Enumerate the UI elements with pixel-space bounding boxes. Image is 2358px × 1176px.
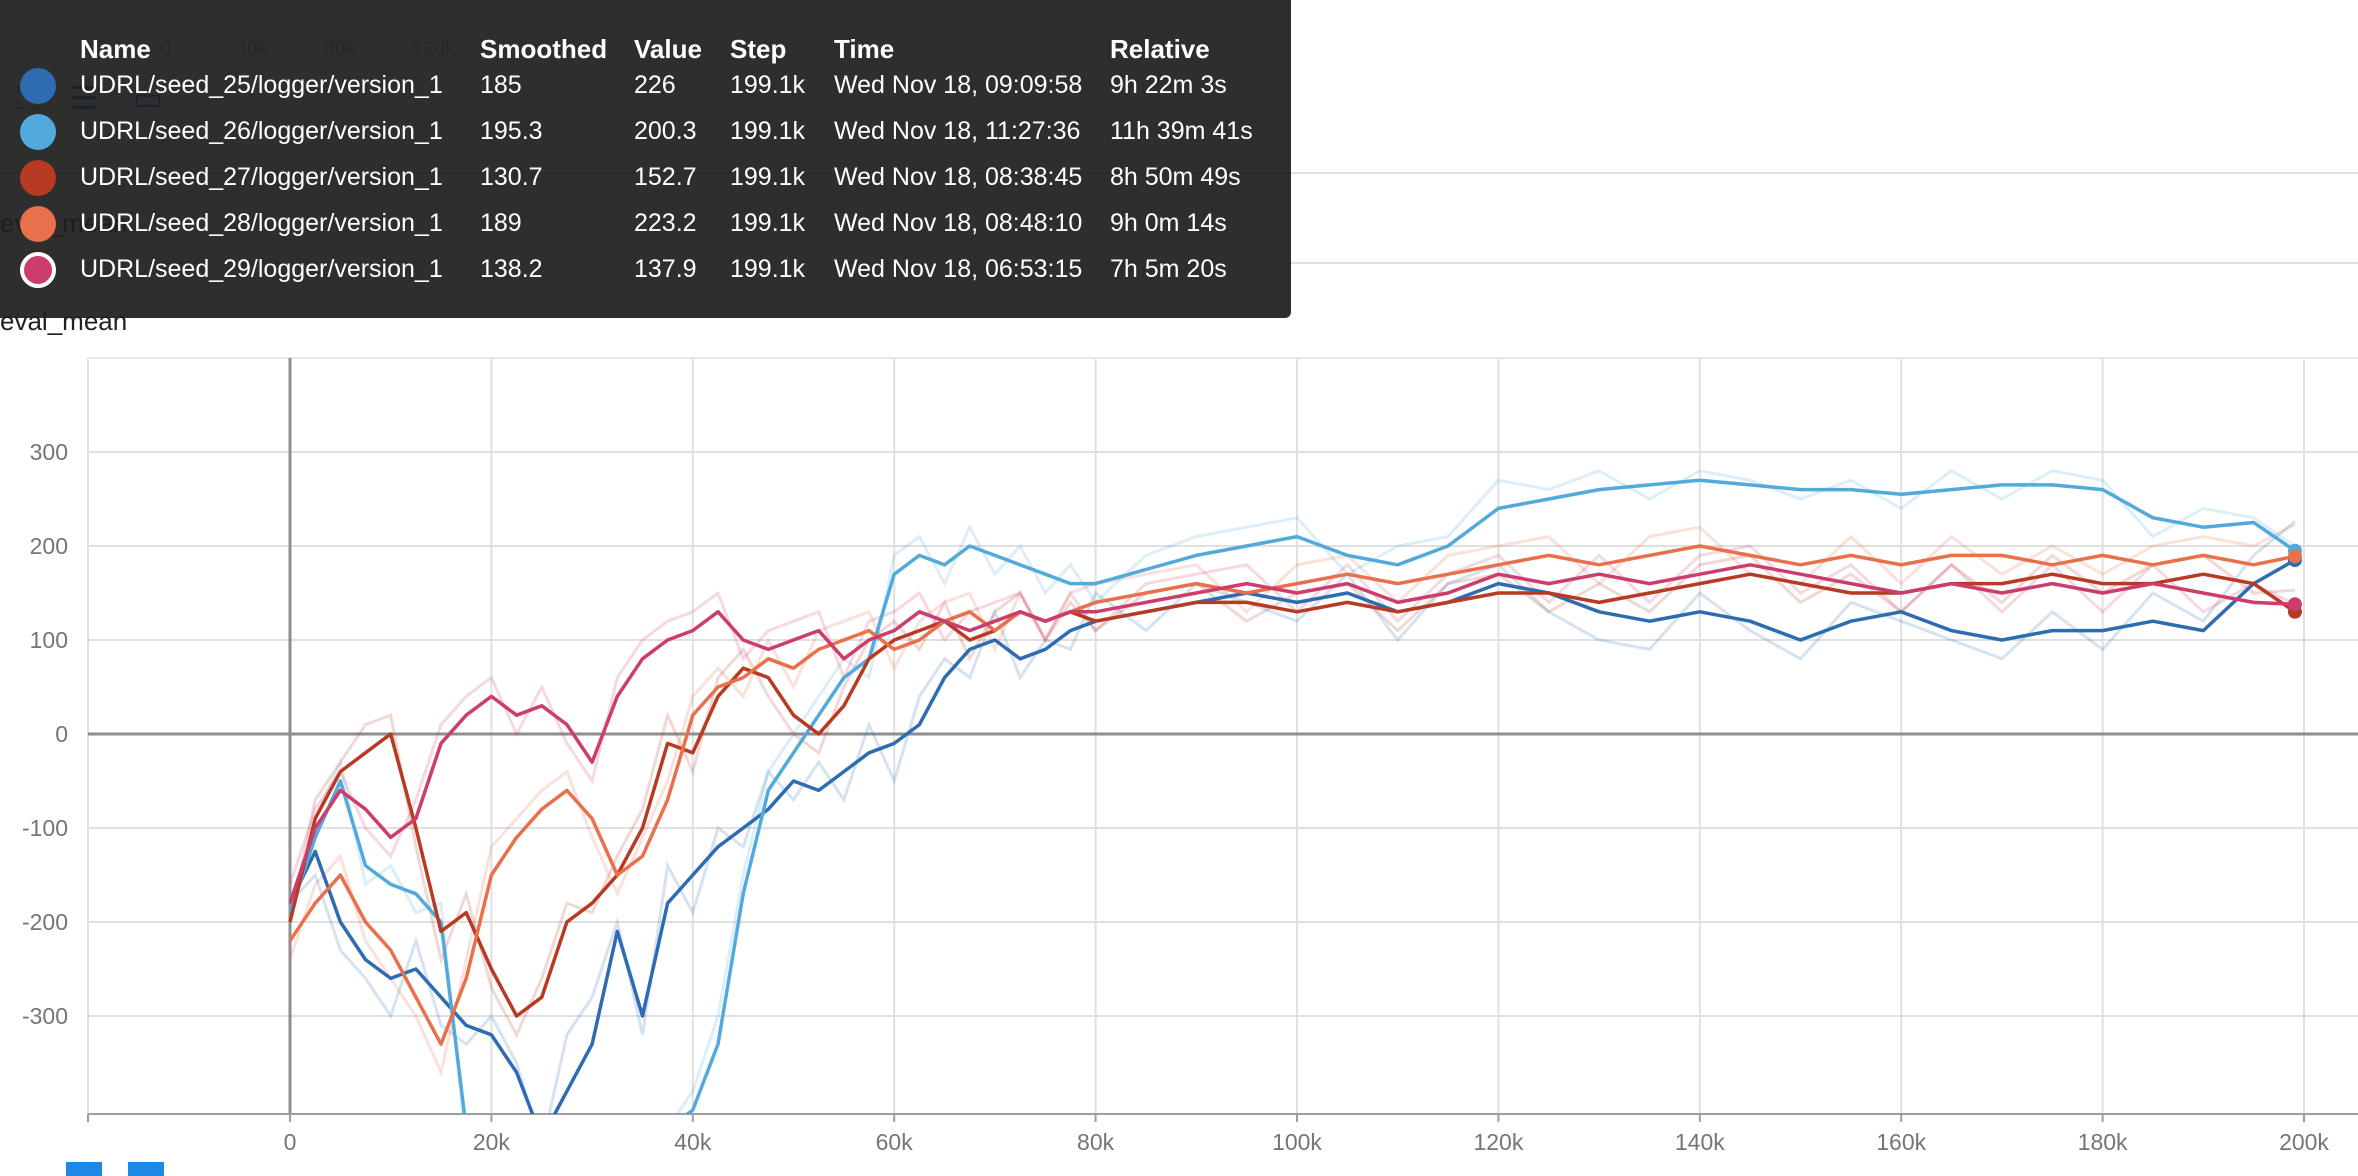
tooltip-step: 199.1k — [730, 255, 806, 283]
tooltip-header-step: Step — [730, 34, 787, 64]
tooltip-step: 199.1k — [730, 71, 806, 99]
series-end-marker — [2287, 549, 2302, 564]
tooltip-time: Wed Nov 18, 09:09:58 — [834, 71, 1083, 99]
tooltip-value: 223.2 — [634, 209, 697, 237]
raw-series-line — [288, 469, 2296, 1114]
tooltip-name: UDRL/seed_25/logger/version_1 — [80, 71, 443, 99]
x-tick-label: 0 — [284, 1129, 297, 1155]
series-line — [288, 558, 2296, 1114]
tooltip-value: 152.7 — [634, 163, 697, 191]
tooltip-value: 137.9 — [634, 255, 697, 283]
tooltip-value: 200.3 — [634, 117, 697, 145]
y-tick-label: 300 — [30, 439, 68, 465]
tooltip-step: 199.1k — [730, 117, 806, 145]
x-tick-label: 140k — [1675, 1129, 1725, 1155]
series-line — [288, 478, 2296, 1114]
series-color-dot — [20, 206, 56, 242]
tooltip-header-relative: Relative — [1110, 34, 1210, 64]
y-tick-label: -300 — [22, 1003, 68, 1029]
tooltip-header-value: Value — [634, 34, 702, 64]
checkbox-icon[interactable] — [128, 1162, 164, 1176]
raw-series-line — [288, 544, 2296, 885]
tooltip-step: 199.1k — [730, 163, 806, 191]
tooltip-time: Wed Nov 18, 08:38:45 — [834, 163, 1083, 191]
tooltip-row: UDRL/seed_25/logger/version_1 185 226 199.1… — [0, 64, 1291, 110]
tooltip-time: Wed Nov 18, 08:48:10 — [834, 209, 1083, 237]
tooltip: Name Smoothed Value Step Time Relative U… — [0, 0, 1291, 318]
tooltip-row: UDRL/seed_28/logger/version_1 189 223.2 199… — [0, 202, 1291, 248]
checkbox-icon[interactable] — [66, 1162, 102, 1176]
raw-series-line — [288, 553, 2296, 1039]
y-tick-label: -100 — [22, 815, 68, 841]
tooltip-time: Wed Nov 18, 06:53:15 — [834, 255, 1083, 283]
tooltip-header-smoothed: Smoothed — [480, 34, 608, 64]
tooltip-relative: 9h 0m 14s — [1110, 209, 1227, 237]
y-tick-label: 200 — [30, 533, 68, 559]
y-tick-label: -200 — [22, 909, 68, 935]
series-line — [288, 563, 2295, 904]
tooltip-step: 199.1k — [730, 209, 806, 237]
x-tick-label: 200k — [2279, 1129, 2329, 1155]
tooltip-name: UDRL/seed_26/logger/version_1 — [80, 117, 443, 145]
plot-lines — [288, 469, 2296, 1114]
tooltip-smoothed: 185 — [480, 71, 522, 99]
x-tick-label: 20k — [473, 1129, 511, 1155]
tooltip-row: UDRL/seed_27/logger/version_1 130.7 152.7 1… — [0, 156, 1291, 202]
tooltip-smoothed: 138.2 — [480, 255, 543, 283]
tooltip-time: Wed Nov 18, 11:27:36 — [834, 117, 1081, 145]
x-tick-label: 180k — [2078, 1129, 2128, 1155]
x-tick-label: 60k — [876, 1129, 914, 1155]
tooltip-smoothed: 195.3 — [480, 117, 543, 145]
tooltip-header-time: Time — [834, 34, 895, 64]
y-tick-label: 100 — [30, 627, 68, 653]
tooltip-relative: 9h 22m 3s — [1110, 71, 1227, 99]
tooltip-name: UDRL/seed_28/logger/version_1 — [80, 209, 443, 237]
series-line — [288, 544, 2296, 1046]
tooltip-smoothed: 189 — [480, 209, 522, 237]
x-tick-label: 120k — [1473, 1129, 1523, 1155]
tooltip-relative: 7h 5m 20s — [1110, 255, 1227, 283]
chart-area[interactable]: 0 20k 40k 60k 80k 100k 120k 140k 160k 180k 200k -30… — [0, 340, 2358, 1176]
tooltip-name: UDRL/seed_29/logger/version_1 — [80, 255, 443, 283]
tooltip-name: UDRL/seed_27/logger/version_1 — [80, 163, 443, 191]
series-end-marker — [2287, 597, 2302, 612]
tooltip-row: UDRL/seed_29/logger/version_1 138.2 137.9 1… — [0, 248, 1291, 294]
y-tick-label: 0 — [55, 721, 68, 747]
tooltip-header-name: Name — [80, 34, 151, 64]
tooltip-relative: 8h 50m 49s — [1110, 163, 1241, 191]
raw-series-line — [288, 523, 2296, 1078]
tooltip-relative: 11h 39m 41s — [1110, 117, 1253, 145]
tooltip-value: 226 — [634, 71, 676, 99]
x-tick-label: 160k — [1876, 1129, 1926, 1155]
tooltip-row: UDRL/seed_26/logger/version_1 195.3 200.3 1… — [0, 110, 1291, 156]
series-color-dot — [20, 114, 56, 150]
x-tick-label: 40k — [674, 1129, 712, 1155]
x-tick-label: 100k — [1272, 1129, 1322, 1155]
line-chart[interactable]: 0 20k 40k 60k 80k 100k 120k 140k 160k 180k 200k -30… — [0, 340, 2358, 1176]
bottom-toolbar — [0, 1162, 200, 1176]
series-color-dot — [20, 252, 56, 288]
tooltip-smoothed: 130.7 — [480, 163, 543, 191]
x-tick-label: 80k — [1077, 1129, 1115, 1155]
series-color-dot — [20, 68, 56, 104]
series-color-dot — [20, 160, 56, 196]
